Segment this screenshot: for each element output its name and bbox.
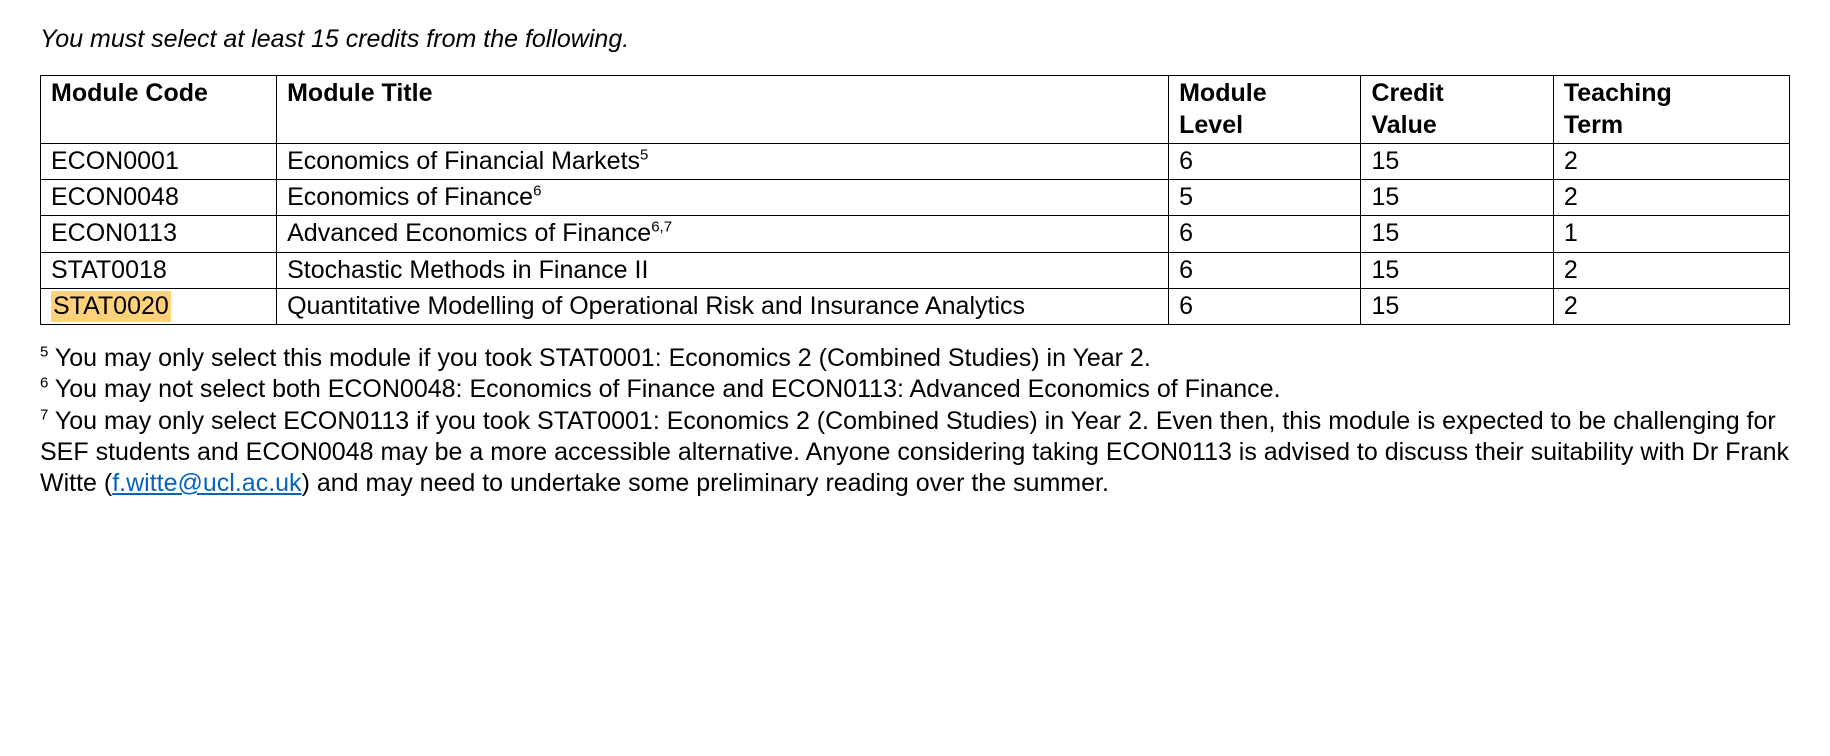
cell-credit: 15 bbox=[1361, 143, 1553, 179]
cell-module-code: ECON0048 bbox=[41, 180, 277, 216]
footnote-ref: 5 bbox=[640, 146, 648, 163]
cell-term: 2 bbox=[1553, 252, 1789, 288]
cell-level: 6 bbox=[1169, 216, 1361, 252]
footnote-7: 7 You may only select ECON0113 if you to… bbox=[40, 406, 1790, 500]
header-credit-line2: Value bbox=[1371, 111, 1436, 139]
cell-module-title: Economics of Financial Markets5 bbox=[277, 143, 1169, 179]
header-teaching-term: Teaching Term bbox=[1553, 76, 1789, 144]
table-row: ECON0048Economics of Finance65152 bbox=[41, 180, 1790, 216]
header-term-line2: Term bbox=[1564, 111, 1623, 139]
cell-credit: 15 bbox=[1361, 288, 1553, 324]
footnote-6-text: You may not select both ECON0048: Econom… bbox=[48, 375, 1280, 403]
header-level-line2: Level bbox=[1179, 111, 1243, 139]
intro-text: You must select at least 15 credits from… bbox=[40, 24, 1790, 55]
cell-module-code: STAT0018 bbox=[41, 252, 277, 288]
cell-credit: 15 bbox=[1361, 216, 1553, 252]
header-credit-value: Credit Value bbox=[1361, 76, 1553, 144]
cell-module-code: STAT0020 bbox=[41, 288, 277, 324]
cell-term: 1 bbox=[1553, 216, 1789, 252]
cell-term: 2 bbox=[1553, 288, 1789, 324]
footnotes: 5 You may only select this module if you… bbox=[40, 343, 1790, 499]
footnote-5-text: You may only select this module if you t… bbox=[48, 344, 1150, 372]
cell-module-title: Economics of Finance6 bbox=[277, 180, 1169, 216]
cell-level: 6 bbox=[1169, 252, 1361, 288]
cell-module-title: Quantitative Modelling of Operational Ri… bbox=[277, 288, 1169, 324]
footnote-7-text-b: ) and may need to undertake some prelimi… bbox=[302, 469, 1109, 497]
footnote-5: 5 You may only select this module if you… bbox=[40, 343, 1790, 374]
cell-credit: 15 bbox=[1361, 252, 1553, 288]
table-row: STAT0018Stochastic Methods in Finance II… bbox=[41, 252, 1790, 288]
footnote-7-email-link[interactable]: f.witte@ucl.ac.uk bbox=[112, 469, 301, 497]
header-level-line1: Module bbox=[1179, 79, 1267, 107]
cell-term: 2 bbox=[1553, 143, 1789, 179]
cell-level: 6 bbox=[1169, 288, 1361, 324]
cell-module-code: ECON0001 bbox=[41, 143, 277, 179]
cell-level: 6 bbox=[1169, 143, 1361, 179]
table-row: ECON0113Advanced Economics of Finance6,7… bbox=[41, 216, 1790, 252]
table-header-row: Module Code Module Title Module Level Cr… bbox=[41, 76, 1790, 144]
cell-module-code: ECON0113 bbox=[41, 216, 277, 252]
cell-term: 2 bbox=[1553, 180, 1789, 216]
header-module-code: Module Code bbox=[41, 76, 277, 144]
header-module-title: Module Title bbox=[277, 76, 1169, 144]
cell-credit: 15 bbox=[1361, 180, 1553, 216]
cell-level: 5 bbox=[1169, 180, 1361, 216]
table-row: STAT0020 Quantitative Modelling of Operat… bbox=[41, 288, 1790, 324]
cell-module-title: Advanced Economics of Finance6,7 bbox=[277, 216, 1169, 252]
highlighted-code: STAT0020 bbox=[51, 291, 171, 322]
header-module-level: Module Level bbox=[1169, 76, 1361, 144]
cell-module-title: Stochastic Methods in Finance II bbox=[277, 252, 1169, 288]
footnote-ref: 6 bbox=[533, 183, 541, 200]
footnote-ref: 6,7 bbox=[651, 219, 672, 236]
header-term-line1: Teaching bbox=[1564, 79, 1672, 107]
footnote-6: 6 You may not select both ECON0048: Econ… bbox=[40, 374, 1790, 405]
module-table: Module Code Module Title Module Level Cr… bbox=[40, 75, 1790, 325]
table-row: ECON0001Economics of Financial Markets56… bbox=[41, 143, 1790, 179]
header-credit-line1: Credit bbox=[1371, 79, 1443, 107]
